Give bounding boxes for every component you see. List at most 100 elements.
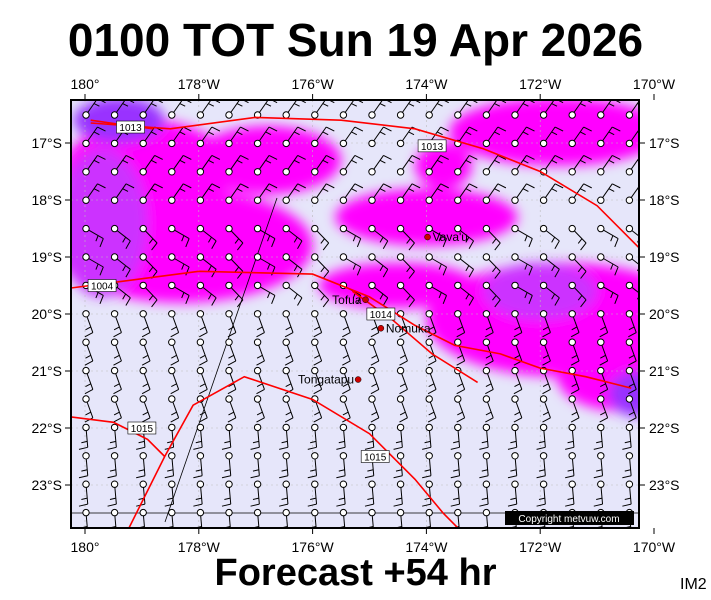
wind-barb [311,338,323,366]
copyright-box: Copyright metvuw.com [505,511,634,525]
rain-area [449,100,639,166]
wind-barb [310,508,319,528]
wind-barb [482,154,507,176]
islands: Vava'u Tofua Nomuka Tongatapu [298,230,468,386]
wind-barb [253,126,278,148]
wind-barb [139,154,163,176]
wind-barb [250,452,262,479]
wind-barb [110,154,135,176]
wind-barb [568,224,587,251]
wind-barb [565,452,576,479]
wind-barb [221,480,233,507]
isobar-value: 1004 [91,282,114,293]
wind-barb [511,395,523,423]
wind-barb [196,154,221,176]
wind-barb [253,154,278,176]
wind-barb [481,508,491,528]
wind-barb [139,366,151,395]
isobar-label: 1013 [417,139,447,153]
wind-barb [164,480,176,507]
wind-barb [196,183,221,204]
lat-label-right: 18°S [649,192,680,208]
wind-barb [253,395,265,423]
wind-barb [597,338,609,366]
wind-barb [110,395,122,423]
wind-barb [425,281,447,304]
wind-barb [368,366,380,395]
wind-barb [422,452,433,479]
wind-barb [225,126,249,148]
lon-label-top: 180° [71,76,100,92]
wind-barb [339,395,351,423]
wind-barb [625,253,639,272]
wind-barb [282,338,294,366]
wind-barb [479,423,491,450]
wind-barb [307,480,319,507]
wind-barb [396,183,421,204]
isobar-label: 1004 [87,279,117,293]
wind-barb [193,480,205,507]
wind-barb [597,281,619,304]
wind-barb [225,338,237,366]
wind-barb [368,395,380,423]
wind-barb [622,480,634,507]
lat-label-left: 22°S [31,420,62,436]
wind-barb [568,395,580,423]
wind-barb [450,423,462,450]
isobar-label: 1015 [360,450,390,464]
wind-barb [482,310,494,338]
wind-barb [336,452,348,479]
wind-barb [82,183,106,204]
place-marker [362,296,369,303]
wind-barb [597,126,621,148]
wind-barb [425,253,447,276]
wind-barb [253,310,265,338]
wind-barb [422,423,433,450]
wind-barb [425,395,437,423]
wind-barb [139,253,158,279]
wind-barb [282,154,306,176]
wind-barb [539,126,564,148]
wind-barb [279,423,290,450]
wind-barb [454,281,474,306]
wind-barb [196,224,217,249]
wind-barb [193,452,205,479]
wind-barb [225,281,244,308]
wind-barb [396,366,408,395]
wind-barb [511,338,523,366]
wind-barb [597,100,621,119]
wind-barb [136,452,147,479]
wind-barb [425,183,449,204]
wind-barb [454,224,474,249]
wind-barb [507,423,519,450]
lon-label-bottom: 170°W [633,539,676,555]
wind-barb [482,338,494,366]
wind-barb [625,366,637,395]
lat-label-right: 23°S [649,477,680,493]
wind-barb [82,126,106,148]
wind-barb [454,395,466,423]
wind-barb [82,395,94,423]
wind-barb [511,310,523,338]
wind-barb [536,480,548,507]
wind-barb [368,253,389,278]
wind-barb [336,423,348,450]
isobar-line [71,270,632,389]
forecast-label: Forecast +54 hr [214,552,497,594]
wind-barb [539,395,551,423]
wind-barb [511,253,533,276]
wind-barb [539,253,560,278]
wind-barb [282,126,306,148]
isobar-line [90,116,639,249]
wind-barb [311,224,330,251]
wind-barb [568,126,592,148]
wind-barb [311,154,335,176]
wind-barb [622,423,634,450]
rain-area [335,188,518,246]
wind-barb [482,224,501,251]
rain-area [193,125,342,195]
wind-barb [339,366,351,395]
wind-barb [539,338,551,366]
wind-barb [568,253,587,279]
